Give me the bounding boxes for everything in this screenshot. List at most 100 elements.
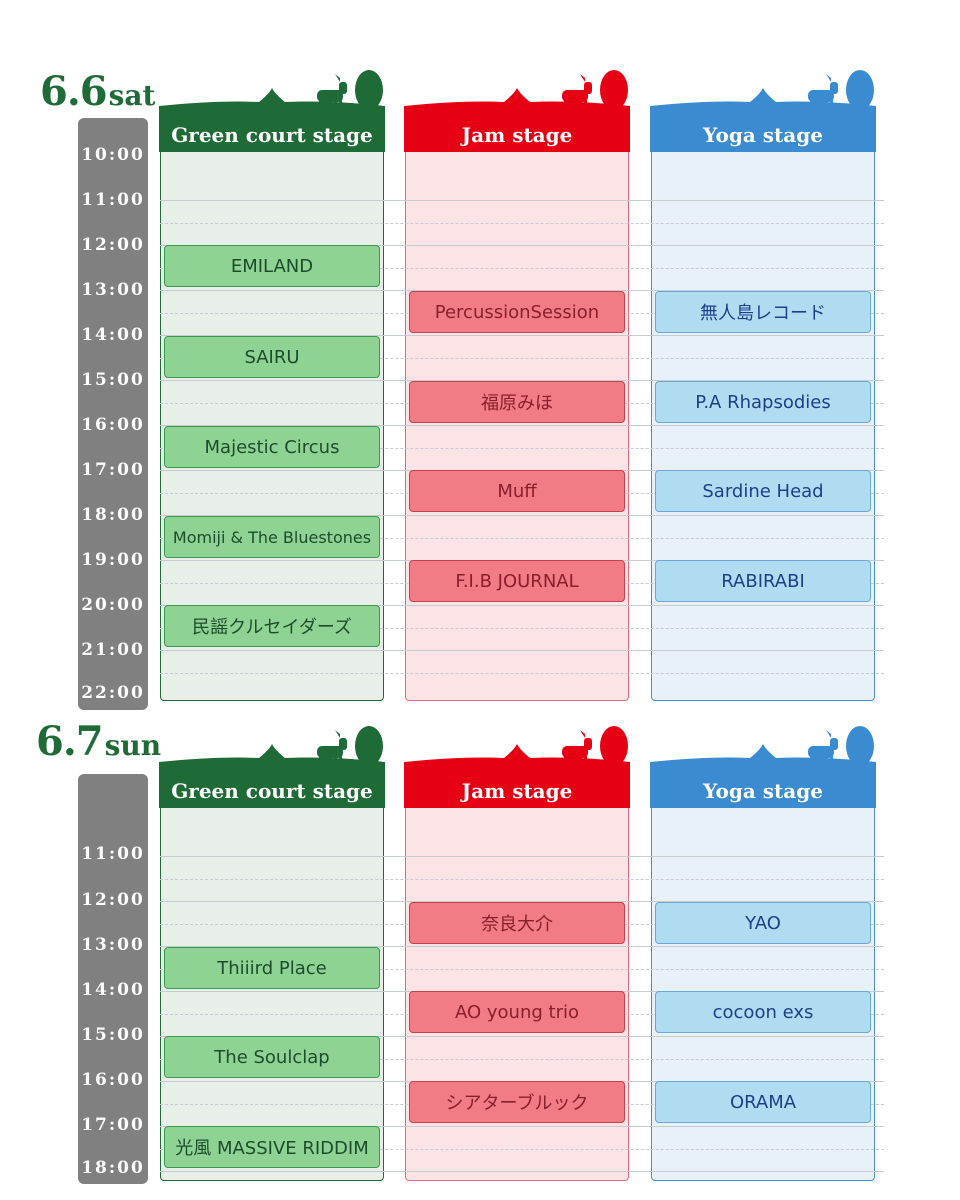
act-block[interactable]: 無人島レコード xyxy=(655,291,871,333)
time-label: 20:00 xyxy=(81,595,145,615)
act-block[interactable]: PercussionSession xyxy=(409,291,625,333)
goat-icon xyxy=(317,74,347,114)
time-axis: 10:00 11:00 12:00 13:00 14:00 15:00 16:0… xyxy=(78,118,148,710)
act-block[interactable]: cocoon exs xyxy=(655,991,871,1033)
half-hour-line xyxy=(160,538,884,539)
time-label: 21:00 xyxy=(81,640,145,660)
stage-header-shape xyxy=(650,88,876,152)
act-block[interactable]: P.A Rhapsodies xyxy=(655,381,871,423)
stage-header-shape xyxy=(159,744,385,808)
stage-title: Green court stage xyxy=(171,779,373,803)
half-hour-line xyxy=(160,1149,884,1150)
act-block[interactable]: Momiji & The Bluestones xyxy=(164,516,380,558)
hour-line xyxy=(160,515,884,516)
stage-header-yoga: Yoga stage xyxy=(650,70,876,152)
time-label: 13:00 xyxy=(81,280,145,300)
stage-header-yoga: Yoga stage xyxy=(650,726,876,808)
time-label: 10:00 xyxy=(81,145,145,165)
time-label: 13:00 xyxy=(81,935,145,955)
act-block[interactable]: RABIRABI xyxy=(655,560,871,602)
act-block[interactable]: The Soulclap xyxy=(164,1036,380,1078)
stage-header-shape xyxy=(404,744,630,808)
time-label: 22:00 xyxy=(81,683,145,703)
goat-icon xyxy=(808,74,838,114)
time-label: 17:00 xyxy=(81,460,145,480)
day-weekday: sat xyxy=(108,79,156,112)
half-hour-line xyxy=(160,223,884,224)
time-label: 11:00 xyxy=(81,844,145,864)
stage-header-jam: Jam stage xyxy=(404,70,630,152)
act-block[interactable]: EMILAND xyxy=(164,245,380,287)
half-hour-line xyxy=(160,358,884,359)
stage-column-yoga xyxy=(651,152,875,701)
hour-line xyxy=(160,200,884,201)
time-label: 16:00 xyxy=(81,1070,145,1090)
act-block[interactable]: 光風 MASSIVE RIDDIM xyxy=(164,1126,380,1168)
hour-line xyxy=(160,901,884,902)
stage-header-shape xyxy=(159,88,385,152)
act-block[interactable]: ORAMA xyxy=(655,1081,871,1123)
stage-title: Yoga stage xyxy=(703,123,823,147)
hour-line xyxy=(160,1036,884,1037)
half-hour-line xyxy=(160,1059,884,1060)
day-date: 6.6 xyxy=(40,68,108,115)
hour-line xyxy=(160,290,884,291)
tree-icon xyxy=(355,70,383,120)
tree-icon xyxy=(600,70,628,120)
act-block[interactable]: Muff xyxy=(409,470,625,512)
day-label: 6.6sat xyxy=(40,68,155,115)
act-block[interactable]: Sardine Head xyxy=(655,470,871,512)
hour-line xyxy=(160,650,884,651)
hour-line xyxy=(160,425,884,426)
time-label: 18:00 xyxy=(81,505,145,525)
act-block[interactable]: YAO xyxy=(655,902,871,944)
stage-header-green: Green court stage xyxy=(159,70,385,152)
day-label: 6.7sun xyxy=(36,718,161,765)
act-block[interactable]: SAIRU xyxy=(164,336,380,378)
act-block[interactable]: 民謡クルセイダーズ xyxy=(164,605,380,647)
act-block[interactable]: シアターブルック xyxy=(409,1081,625,1123)
time-label: 18:00 xyxy=(81,1158,145,1178)
half-hour-line xyxy=(160,448,884,449)
half-hour-line xyxy=(160,879,884,880)
half-hour-line xyxy=(160,969,884,970)
tree-icon xyxy=(355,726,383,776)
time-label: 11:00 xyxy=(81,190,145,210)
tree-icon xyxy=(846,70,874,120)
act-block[interactable]: 奈良大介 xyxy=(409,902,625,944)
goat-icon xyxy=(808,730,838,770)
goat-icon xyxy=(562,74,592,114)
act-block[interactable]: AO young trio xyxy=(409,991,625,1033)
stage-title: Green court stage xyxy=(171,123,373,147)
stage-column-jam xyxy=(405,152,629,701)
stage-header-shape xyxy=(404,88,630,152)
time-label: 12:00 xyxy=(81,235,145,255)
hour-line xyxy=(160,946,884,947)
stage-header-green: Green court stage xyxy=(159,726,385,808)
stage-title: Jam stage xyxy=(461,779,573,803)
stage-header-jam: Jam stage xyxy=(404,726,630,808)
time-label: 19:00 xyxy=(81,550,145,570)
time-label: 15:00 xyxy=(81,1025,145,1045)
time-label: 16:00 xyxy=(81,415,145,435)
act-block[interactable]: Majestic Circus xyxy=(164,426,380,468)
act-block[interactable]: Thiiird Place xyxy=(164,947,380,989)
time-axis: 11:00 12:00 13:00 14:00 15:00 16:00 17:0… xyxy=(78,774,148,1184)
hour-line xyxy=(160,605,884,606)
time-label: 14:00 xyxy=(81,325,145,345)
hour-line xyxy=(160,1171,884,1172)
day-date: 6.7 xyxy=(36,718,104,765)
stage-header-shape xyxy=(650,744,876,808)
stage-column-green xyxy=(160,808,384,1181)
time-label: 14:00 xyxy=(81,980,145,1000)
stage-title: Yoga stage xyxy=(703,779,823,803)
act-block[interactable]: F.I.B JOURNAL xyxy=(409,560,625,602)
time-label: 15:00 xyxy=(81,370,145,390)
act-block[interactable]: 福原みほ xyxy=(409,381,625,423)
stage-title: Jam stage xyxy=(461,123,573,147)
goat-icon xyxy=(562,730,592,770)
half-hour-line xyxy=(160,628,884,629)
time-label: 12:00 xyxy=(81,890,145,910)
goat-icon xyxy=(317,730,347,770)
day-weekday: sun xyxy=(104,729,162,762)
